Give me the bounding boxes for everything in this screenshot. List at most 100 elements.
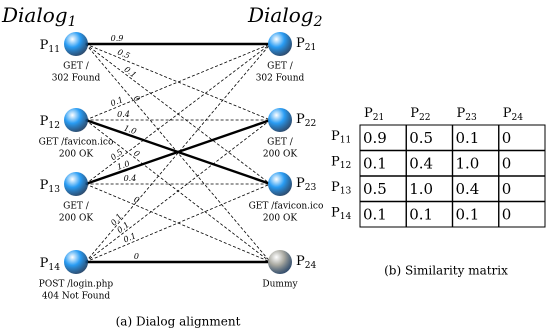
col-header: P21 — [364, 106, 384, 123]
node-desc: 200 OK — [263, 150, 297, 160]
node-desc: GET / — [63, 202, 90, 212]
node-desc: 200 OK — [59, 214, 93, 224]
node-label-main: P — [40, 256, 49, 271]
edge-weight: 0.1 — [122, 231, 137, 244]
edge-weight: 0.1 — [109, 95, 124, 108]
node-label-main: P — [296, 254, 305, 269]
node-label: P21 — [296, 36, 316, 53]
node-desc: GET /favicon.ico — [249, 202, 324, 212]
matrix-cell: 0.4 — [409, 154, 433, 172]
node — [64, 108, 88, 132]
right-title-sub: 2 — [313, 14, 323, 30]
matrix-cell: 0.9 — [363, 129, 387, 147]
node — [268, 172, 292, 196]
node-label: P12 — [40, 114, 60, 131]
edge-weight: 0 — [133, 195, 141, 205]
node-label-sub: 23 — [305, 182, 317, 192]
matrix-cell: 0.1 — [363, 205, 387, 223]
node-label: P11 — [40, 38, 60, 55]
row-header-main: P — [331, 128, 340, 143]
node-label-sub: 21 — [305, 42, 317, 52]
node-desc: GET / — [267, 138, 294, 148]
right-title: Dialog2 — [247, 3, 323, 31]
matrix-cell: 0.1 — [409, 205, 433, 223]
node-label-main: P — [296, 112, 305, 127]
node-label-sub: 12 — [48, 120, 60, 130]
node-label: P23 — [296, 176, 317, 193]
node-label-sub: 22 — [305, 118, 317, 128]
row-header-sub: 11 — [340, 135, 352, 145]
matrix-cell: 0 — [502, 205, 512, 223]
node-desc: 302 Found — [256, 74, 305, 84]
col-header-sub: 24 — [512, 112, 524, 122]
col-header: P22 — [410, 106, 430, 123]
edge-weight: 0.1 — [122, 65, 138, 80]
row-header: P13 — [331, 179, 352, 196]
caption: (b) Similarity matrix — [384, 264, 508, 278]
node-label-main: P — [40, 114, 49, 129]
edge-weight: 0 — [134, 252, 139, 261]
node-desc: GET / — [63, 62, 90, 72]
matrix-cell: 1.0 — [409, 180, 433, 198]
col-header-main: P — [457, 106, 466, 121]
matrix-cell: 0 — [502, 180, 512, 198]
row-header-sub: 13 — [340, 186, 352, 196]
matrix-cell: 0.1 — [456, 129, 480, 147]
node-label-main: P — [296, 36, 305, 51]
node-desc: GET /favicon.ico — [39, 138, 114, 148]
node-label: P22 — [296, 112, 316, 129]
matrix-cell: 0 — [502, 129, 512, 147]
edge-weight: 0.4 — [124, 174, 137, 183]
col-header: P23 — [457, 106, 478, 123]
node — [64, 32, 88, 56]
matrix-cell: 0.4 — [456, 180, 480, 198]
node-label-main: P — [296, 176, 305, 191]
node-label-main: P — [40, 38, 49, 53]
node-label: P24 — [296, 254, 317, 271]
node — [268, 250, 292, 274]
matrix-cell: 0.5 — [363, 180, 387, 198]
matrix-cell: 0.1 — [363, 154, 387, 172]
row-header-sub: 14 — [340, 212, 352, 222]
edge-weight: 0.5 — [116, 48, 131, 61]
node — [268, 108, 292, 132]
node-label-sub: 14 — [48, 262, 60, 272]
node-label: P13 — [40, 178, 61, 195]
row-header-sub: 12 — [340, 161, 352, 171]
node-desc: 200 OK — [263, 214, 297, 224]
node-desc: 302 Found — [52, 74, 101, 84]
node-label-sub: 13 — [48, 184, 60, 194]
node-label-sub: 11 — [48, 44, 60, 54]
caption: (a) Dialog alignment — [116, 315, 241, 329]
figure: Dialog 1 Dialog2 0.9 0.5 0.1 0 0.1 0.4 1.0 0 0.5 1.0… — [0, 0, 549, 335]
row-header: P14 — [331, 205, 352, 222]
matrix-cell: 0.5 — [409, 129, 433, 147]
node-desc: GET / — [267, 62, 294, 72]
row-header-main: P — [331, 179, 340, 194]
node — [268, 32, 292, 56]
node-desc: POST /login.php — [39, 280, 114, 290]
col-header-main: P — [503, 106, 512, 121]
node-label-sub: 24 — [305, 260, 317, 270]
edge-weight: 0.9 — [111, 34, 124, 43]
edge — [86, 44, 271, 120]
edge-weight: 0.4 — [117, 110, 130, 119]
matrix-cell: 1.0 — [456, 154, 480, 172]
right-title-main: Dialog — [247, 3, 314, 27]
edge-weight: 0 — [132, 149, 142, 159]
matrix-cell: 0 — [502, 154, 512, 172]
col-header-sub: 23 — [465, 112, 477, 122]
left-title-sub: 1 — [68, 14, 77, 30]
row-header: P12 — [331, 154, 351, 171]
node-desc: 404 Not Found — [42, 292, 111, 302]
node — [64, 250, 88, 274]
row-header: P11 — [331, 128, 351, 145]
matrix-cell: 0.1 — [456, 205, 480, 223]
row-header-main: P — [331, 154, 340, 169]
node — [64, 172, 88, 196]
col-header: P24 — [503, 106, 524, 123]
node-desc: 200 OK — [59, 150, 93, 160]
col-header-main: P — [364, 106, 373, 121]
node-desc: Dummy — [262, 280, 298, 290]
col-header-sub: 22 — [419, 112, 431, 122]
